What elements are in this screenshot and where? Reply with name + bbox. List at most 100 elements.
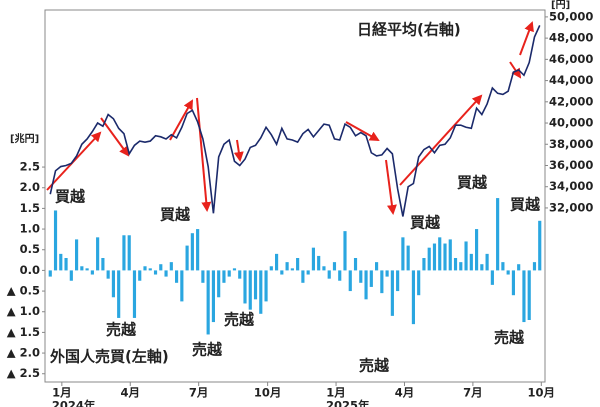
bar: [443, 243, 447, 271]
y-axis-label: [兆円]: [10, 132, 39, 145]
series-label: 日経平均(右軸): [357, 21, 461, 39]
bar: [469, 253, 473, 271]
bar: [448, 239, 452, 271]
bar: [53, 210, 58, 271]
y-tick-label: ▲ 2.0: [7, 346, 40, 360]
bar: [153, 270, 158, 275]
annotation: 買越: [410, 214, 441, 232]
bar: [101, 258, 105, 271]
y-tick-label: 2.5: [20, 160, 40, 174]
bar: [369, 270, 373, 287]
bar: [422, 258, 426, 271]
bar: [301, 270, 305, 283]
bar: [275, 253, 279, 271]
bar: [501, 262, 505, 271]
annotation: 売越: [192, 341, 223, 359]
bar: [290, 268, 294, 271]
x-tick-label: 7月: [463, 386, 483, 400]
bar: [132, 270, 137, 318]
bar: [175, 270, 179, 283]
bar: [506, 270, 510, 275]
y2-tick-label: 34,000: [549, 179, 593, 193]
bar: [64, 258, 68, 271]
series-label: 外国人売買(左軸): [49, 348, 169, 366]
bar: [385, 270, 389, 277]
bar: [75, 239, 79, 271]
bar: [459, 262, 463, 271]
bar: [238, 270, 242, 279]
plot-frame: [44, 9, 546, 383]
bar: [359, 270, 363, 283]
y-tick-label: 1.0: [20, 222, 40, 236]
y2-tick-label: 38,000: [549, 137, 593, 151]
bar: [169, 262, 173, 271]
bar: [106, 270, 110, 279]
bar: [117, 270, 121, 318]
bar: [511, 270, 515, 296]
bar: [222, 270, 226, 283]
x-tick-label: 4月: [121, 386, 141, 400]
bar: [259, 270, 263, 314]
bar: [353, 258, 358, 271]
bar: [522, 270, 526, 323]
bar: [401, 237, 405, 271]
annotation: 売越: [359, 357, 390, 375]
bar: [264, 270, 268, 302]
bar: [159, 264, 163, 271]
bar: [85, 268, 89, 271]
bar: [90, 270, 94, 275]
bar: [185, 245, 189, 271]
bar: [432, 243, 437, 271]
annotation: 買越: [510, 196, 541, 214]
y2-tick-label: 48,000: [549, 31, 593, 45]
bar: [180, 270, 184, 302]
bar: [332, 262, 337, 271]
y-tick-label: ▲ 2.5: [7, 366, 40, 380]
bar: [396, 270, 400, 292]
x-tick-label: 4月: [395, 386, 415, 400]
bar: [527, 270, 531, 320]
bar: [201, 270, 205, 283]
y2-tick-label: 50,000: [549, 9, 593, 23]
y2-tick-label: 40,000: [549, 116, 593, 130]
bar: [311, 247, 315, 271]
bar: [327, 270, 331, 279]
bar: [269, 266, 273, 271]
bar: [217, 270, 221, 298]
bar: [475, 229, 479, 271]
bar: [248, 270, 252, 310]
y-tick-label: ▲ 1.0: [7, 304, 40, 318]
bar: [496, 198, 500, 271]
x-year-label: 2025年: [326, 399, 370, 407]
bar: [417, 270, 421, 296]
y-tick-label: 0.0: [20, 263, 40, 277]
y2-tick-label: 32,000: [549, 200, 593, 214]
bar: [243, 270, 247, 304]
bar: [517, 264, 521, 271]
bar: [322, 266, 326, 271]
x-tick-label: 1月: [326, 386, 346, 400]
bar: [232, 268, 237, 271]
bar: [143, 266, 147, 271]
y-tick-label: 1.5: [20, 201, 40, 215]
annotation: 買越: [160, 206, 191, 224]
annotation: 売越: [224, 311, 255, 329]
line: [49, 25, 541, 217]
y2-axis-label: [円]: [551, 0, 570, 11]
y-tick-label: ▲ 0.5: [7, 284, 40, 298]
x-tick-label: 1月: [52, 386, 72, 400]
bar: [406, 245, 410, 271]
bar: [196, 229, 200, 271]
bar: [364, 270, 368, 300]
bar: [343, 231, 347, 271]
bar: [532, 262, 537, 271]
x-tick-label: 10月: [528, 386, 556, 400]
bar: [375, 262, 379, 271]
annotation: 売越: [106, 321, 137, 339]
bar-series: [48, 198, 542, 335]
bar: [148, 268, 152, 271]
bar: [453, 258, 458, 271]
y2-tick-label: 42,000: [549, 94, 593, 108]
